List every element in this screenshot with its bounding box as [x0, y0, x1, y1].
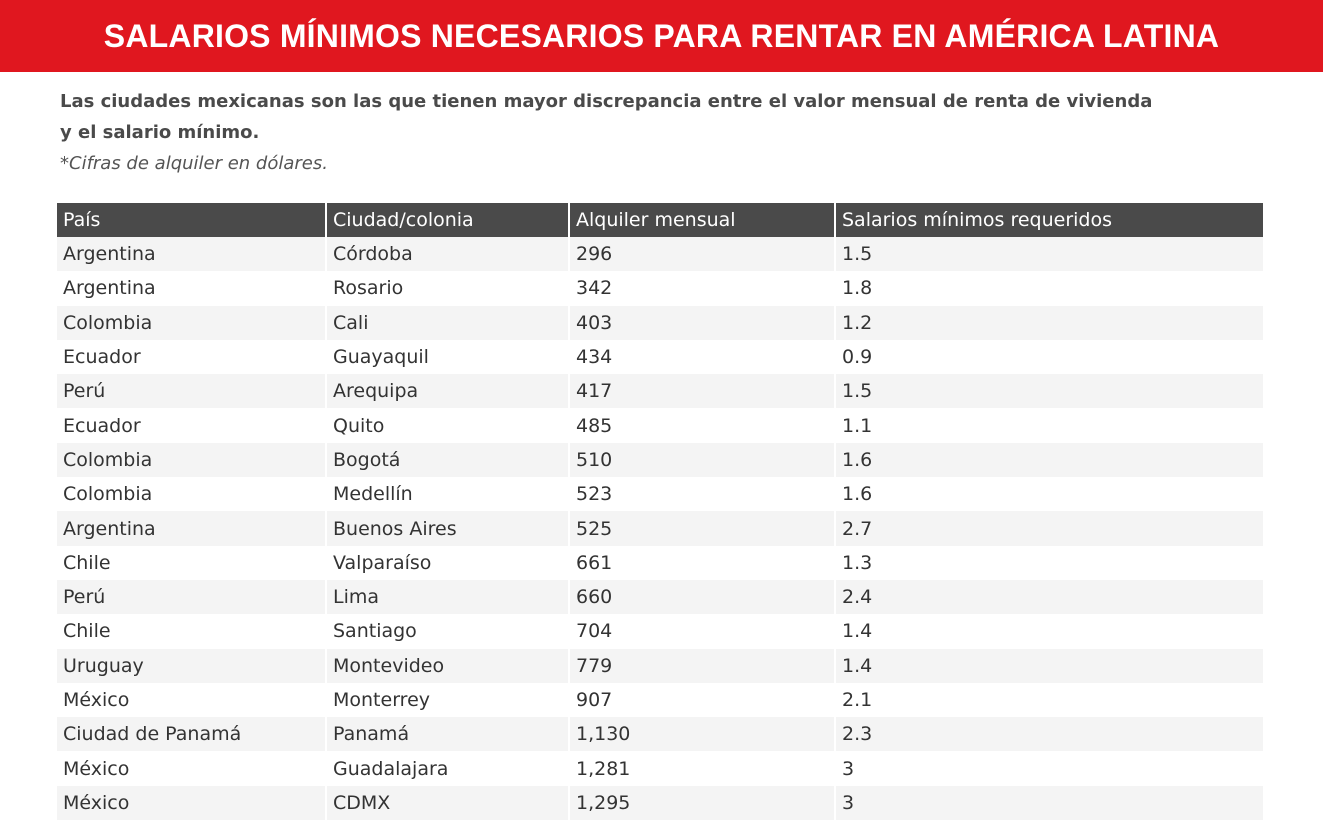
cell-city: Valparaíso — [326, 545, 570, 580]
cell-minimum-wages: 1.1 — [835, 408, 1263, 443]
cell-country: Ecuador — [57, 339, 327, 375]
cell-minimum-wages: 1.6 — [835, 477, 1263, 512]
cell-minimum-wages: 2.3 — [835, 717, 1263, 752]
cell-country: Argentina — [57, 511, 327, 546]
cell-minimum-wages: 3 — [835, 751, 1263, 786]
cell-country: Argentina — [57, 237, 327, 272]
cell-country: Uruguay — [57, 648, 327, 683]
table-row: Perú Arequipa 417 1.5 — [57, 374, 1263, 409]
cell-monthly-rent: 704 — [569, 614, 836, 649]
cell-monthly-rent: 1,130 — [569, 717, 836, 752]
cell-city: Córdoba — [326, 237, 570, 272]
cell-country: Argentina — [57, 271, 327, 306]
table-header-row: País Ciudad/colonia Alquiler mensual Sal… — [57, 203, 1263, 237]
cell-city: Quito — [326, 408, 570, 443]
cell-country: Perú — [57, 579, 327, 615]
cell-city: Cali — [326, 305, 570, 340]
table-row: Chile Valparaíso 661 1.3 — [57, 545, 1263, 580]
cell-city: CDMX — [326, 785, 570, 821]
table-row: México CDMX 1,295 3 — [57, 785, 1263, 821]
cell-country: Perú — [57, 374, 327, 409]
intro-text: Las ciudades mexicanas son las que tiene… — [60, 91, 1153, 143]
table-row: Ecuador Guayaquil 434 0.9 — [57, 339, 1263, 375]
cell-minimum-wages: 1.2 — [835, 305, 1263, 340]
cell-minimum-wages: 2.4 — [835, 579, 1263, 615]
cell-city: Santiago — [326, 614, 570, 649]
cell-monthly-rent: 403 — [569, 305, 836, 340]
cell-minimum-wages: 1.3 — [835, 545, 1263, 580]
cell-monthly-rent: 1,281 — [569, 751, 836, 786]
cell-country: Colombia — [57, 477, 327, 512]
cell-minimum-wages: 1.8 — [835, 271, 1263, 306]
cell-country: México — [57, 751, 327, 786]
cell-monthly-rent: 660 — [569, 579, 836, 615]
rent-table: País Ciudad/colonia Alquiler mensual Sal… — [57, 203, 1263, 821]
table-row: Ecuador Quito 485 1.1 — [57, 408, 1263, 443]
cell-city: Lima — [326, 579, 570, 615]
cell-minimum-wages: 1.5 — [835, 374, 1263, 409]
table-row: Chile Santiago 704 1.4 — [57, 614, 1263, 649]
cell-minimum-wages: 3 — [835, 785, 1263, 821]
header-country: País — [57, 203, 327, 237]
cell-country: México — [57, 785, 327, 821]
cell-country: Chile — [57, 545, 327, 580]
table-row: Perú Lima 660 2.4 — [57, 579, 1263, 615]
cell-country: México — [57, 682, 327, 718]
cell-country: Ecuador — [57, 408, 327, 443]
cell-monthly-rent: 296 — [569, 237, 836, 272]
page-title: SALARIOS MÍNIMOS NECESARIOS PARA RENTAR … — [103, 17, 1220, 54]
header-monthly-rent: Alquiler mensual — [569, 203, 836, 237]
table-row: Argentina Córdoba 296 1.5 — [57, 237, 1263, 272]
header-city: Ciudad/colonia — [326, 203, 570, 237]
intro-section: Las ciudades mexicanas son las que tiene… — [60, 86, 1170, 180]
cell-minimum-wages: 1.6 — [835, 442, 1263, 478]
cell-minimum-wages: 2.1 — [835, 682, 1263, 718]
cell-monthly-rent: 510 — [569, 442, 836, 478]
table-row: Argentina Buenos Aires 525 2.7 — [57, 511, 1263, 546]
table-row: Argentina Rosario 342 1.8 — [57, 271, 1263, 306]
table-row: Colombia Bogotá 510 1.6 — [57, 442, 1263, 478]
cell-city: Monterrey — [326, 682, 570, 718]
cell-monthly-rent: 342 — [569, 271, 836, 306]
cell-city: Bogotá — [326, 442, 570, 478]
table-row: México Monterrey 907 2.1 — [57, 682, 1263, 718]
cell-monthly-rent: 485 — [569, 408, 836, 443]
cell-minimum-wages: 1.5 — [835, 237, 1263, 272]
cell-city: Montevideo — [326, 648, 570, 683]
cell-monthly-rent: 661 — [569, 545, 836, 580]
table-body: Argentina Córdoba 296 1.5 Argentina Rosario 34… — [57, 237, 1263, 821]
currency-note: *Cifras de alquiler en dólares. — [60, 153, 328, 174]
cell-country: Colombia — [57, 442, 327, 478]
cell-monthly-rent: 525 — [569, 511, 836, 546]
cell-city: Rosario — [326, 271, 570, 306]
cell-monthly-rent: 779 — [569, 648, 836, 683]
cell-monthly-rent: 1,295 — [569, 785, 836, 821]
cell-minimum-wages: 2.7 — [835, 511, 1263, 546]
header-minimum-wages: Salarios mínimos requeridos — [835, 203, 1263, 237]
cell-monthly-rent: 523 — [569, 477, 836, 512]
cell-monthly-rent: 417 — [569, 374, 836, 409]
cell-country: Ciudad de Panamá — [57, 717, 327, 752]
cell-minimum-wages: 1.4 — [835, 648, 1263, 683]
cell-city: Medellín — [326, 477, 570, 512]
cell-country: Chile — [57, 614, 327, 649]
cell-city: Panamá — [326, 717, 570, 752]
table-row: Colombia Cali 403 1.2 — [57, 305, 1263, 340]
table-row: Colombia Medellín 523 1.6 — [57, 477, 1263, 512]
table-row: Uruguay Montevideo 779 1.4 — [57, 648, 1263, 683]
cell-city: Guadalajara — [326, 751, 570, 786]
table-row: Ciudad de Panamá Panamá 1,130 2.3 — [57, 717, 1263, 752]
cell-monthly-rent: 434 — [569, 339, 836, 375]
cell-city: Buenos Aires — [326, 511, 570, 546]
title-banner: SALARIOS MÍNIMOS NECESARIOS PARA RENTAR … — [0, 0, 1323, 72]
cell-minimum-wages: 0.9 — [835, 339, 1263, 375]
table-row: México Guadalajara 1,281 3 — [57, 751, 1263, 786]
cell-city: Arequipa — [326, 374, 570, 409]
cell-monthly-rent: 907 — [569, 682, 836, 718]
cell-country: Colombia — [57, 305, 327, 340]
cell-minimum-wages: 1.4 — [835, 614, 1263, 649]
cell-city: Guayaquil — [326, 339, 570, 375]
